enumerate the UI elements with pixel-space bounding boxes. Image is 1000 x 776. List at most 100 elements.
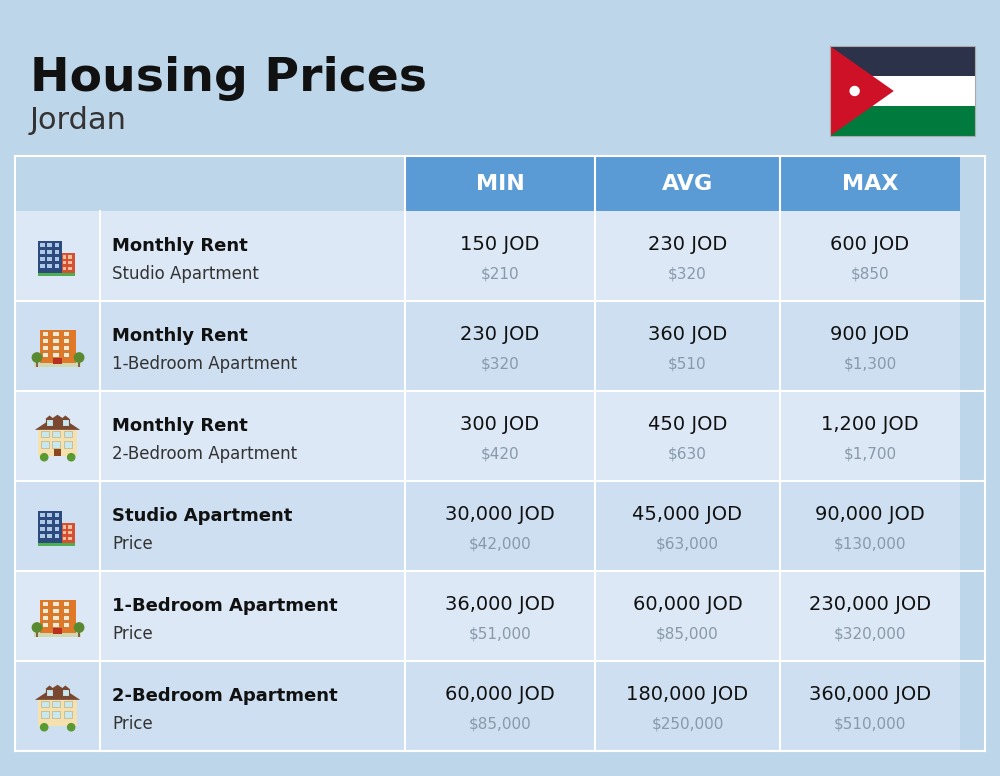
Text: $63,000: $63,000 [656,536,719,552]
FancyBboxPatch shape [15,391,100,481]
Text: $320,000: $320,000 [834,626,906,642]
FancyBboxPatch shape [63,261,66,265]
FancyBboxPatch shape [78,357,80,367]
FancyBboxPatch shape [78,627,80,637]
FancyBboxPatch shape [55,250,59,255]
Text: 230 JOD: 230 JOD [648,234,727,254]
FancyBboxPatch shape [595,301,780,391]
FancyBboxPatch shape [595,211,780,301]
FancyBboxPatch shape [63,525,66,528]
Polygon shape [45,415,54,419]
FancyBboxPatch shape [52,622,59,627]
FancyBboxPatch shape [47,243,52,248]
FancyBboxPatch shape [780,156,960,211]
FancyBboxPatch shape [64,712,72,718]
FancyBboxPatch shape [40,513,45,518]
Text: Monthly Rent: Monthly Rent [112,237,248,255]
FancyBboxPatch shape [63,331,69,335]
FancyBboxPatch shape [38,272,62,276]
FancyBboxPatch shape [63,352,69,357]
FancyBboxPatch shape [780,661,960,751]
FancyBboxPatch shape [38,511,62,543]
FancyBboxPatch shape [780,301,960,391]
FancyBboxPatch shape [60,523,75,543]
FancyBboxPatch shape [405,156,595,211]
FancyBboxPatch shape [41,431,49,437]
FancyBboxPatch shape [63,255,66,258]
FancyBboxPatch shape [100,571,405,661]
FancyBboxPatch shape [780,571,960,661]
FancyBboxPatch shape [54,449,61,456]
FancyBboxPatch shape [830,46,975,76]
FancyBboxPatch shape [47,527,52,531]
Text: $1,700: $1,700 [843,446,897,462]
Polygon shape [61,685,70,689]
FancyBboxPatch shape [52,701,60,707]
Circle shape [68,724,75,731]
FancyBboxPatch shape [42,331,48,335]
FancyBboxPatch shape [38,430,77,456]
FancyBboxPatch shape [40,250,45,255]
Text: 230 JOD: 230 JOD [460,324,540,344]
Text: $1,300: $1,300 [843,356,897,372]
FancyBboxPatch shape [42,601,48,605]
FancyBboxPatch shape [595,571,780,661]
FancyBboxPatch shape [595,391,780,481]
FancyBboxPatch shape [47,534,52,538]
Text: 60,000 JOD: 60,000 JOD [445,684,555,704]
Circle shape [850,86,859,95]
Polygon shape [35,684,80,700]
Text: 300 JOD: 300 JOD [460,414,540,434]
FancyBboxPatch shape [68,261,72,265]
FancyBboxPatch shape [15,156,100,211]
Text: AVG: AVG [662,174,713,193]
FancyBboxPatch shape [52,331,59,335]
Text: 36,000 JOD: 36,000 JOD [445,594,555,614]
FancyBboxPatch shape [40,527,45,531]
Text: $250,000: $250,000 [651,716,724,732]
Text: $510,000: $510,000 [834,716,906,732]
FancyBboxPatch shape [63,608,69,613]
Text: 600 JOD: 600 JOD [830,234,910,254]
FancyBboxPatch shape [100,661,405,751]
FancyBboxPatch shape [100,156,405,211]
FancyBboxPatch shape [42,338,48,343]
FancyBboxPatch shape [55,264,59,268]
FancyBboxPatch shape [52,442,60,448]
Text: Price: Price [112,535,153,553]
FancyBboxPatch shape [62,419,69,426]
Text: 2-Bedroom Apartment: 2-Bedroom Apartment [112,445,297,463]
Text: 900 JOD: 900 JOD [830,324,910,344]
FancyBboxPatch shape [41,712,49,718]
Circle shape [32,353,42,362]
FancyBboxPatch shape [68,266,72,270]
FancyBboxPatch shape [63,601,69,605]
Text: 450 JOD: 450 JOD [648,414,727,434]
Text: Price: Price [112,625,153,643]
FancyBboxPatch shape [63,531,66,535]
FancyBboxPatch shape [15,661,100,751]
FancyBboxPatch shape [15,211,100,301]
FancyBboxPatch shape [55,520,59,525]
FancyBboxPatch shape [34,363,81,367]
FancyBboxPatch shape [64,701,72,707]
Text: 360 JOD: 360 JOD [648,324,727,344]
FancyBboxPatch shape [780,481,960,571]
Polygon shape [61,415,70,419]
Text: Price: Price [112,715,153,733]
Circle shape [74,353,84,362]
FancyBboxPatch shape [405,391,595,481]
FancyBboxPatch shape [40,600,76,634]
FancyBboxPatch shape [55,527,59,531]
FancyBboxPatch shape [40,520,45,525]
FancyBboxPatch shape [830,76,975,106]
FancyBboxPatch shape [36,627,38,637]
FancyBboxPatch shape [68,531,72,535]
FancyBboxPatch shape [40,264,45,268]
FancyBboxPatch shape [46,419,53,426]
FancyBboxPatch shape [47,520,52,525]
Polygon shape [45,685,54,689]
FancyBboxPatch shape [64,431,72,437]
FancyBboxPatch shape [68,536,72,540]
Text: $51,000: $51,000 [469,626,531,642]
